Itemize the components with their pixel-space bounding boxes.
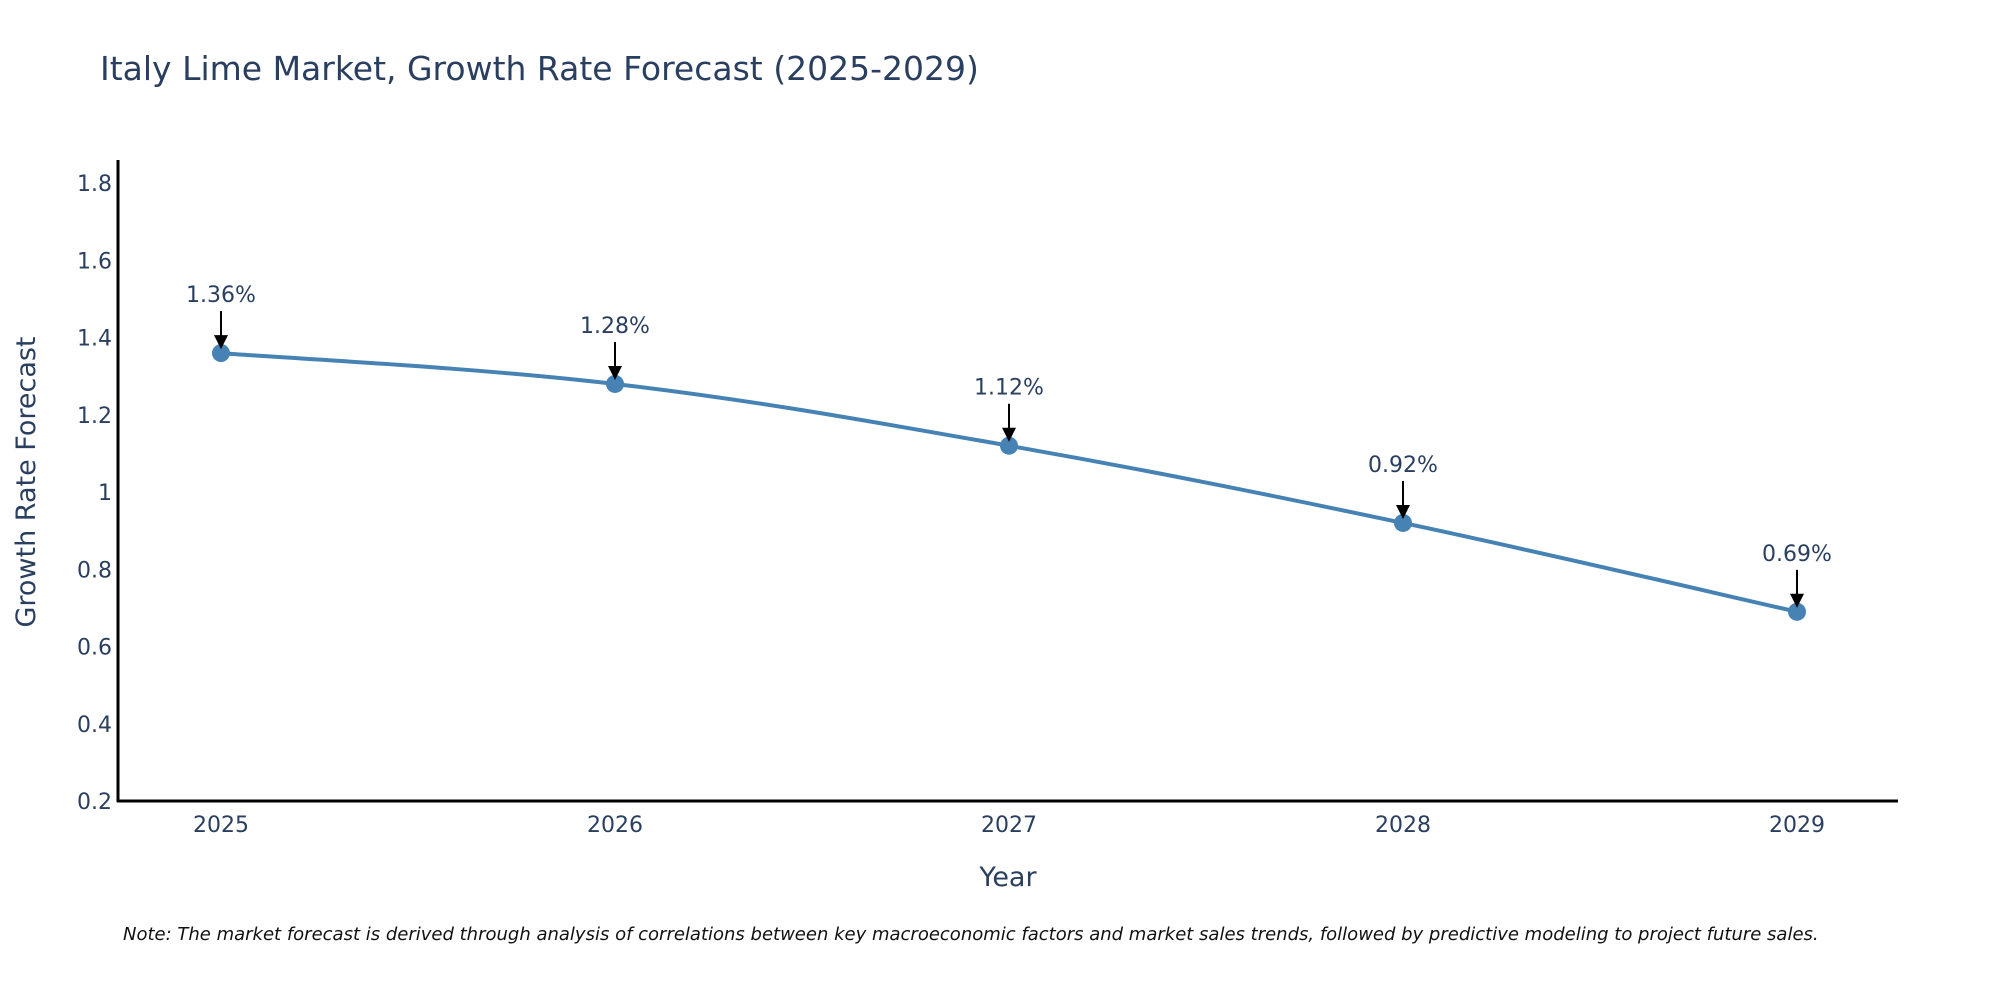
- y-tick-label: 0.2: [77, 790, 112, 815]
- annotation-arrow-head: [1790, 593, 1804, 608]
- x-tick-label: 2025: [193, 813, 249, 838]
- data-label: 1.36%: [186, 283, 256, 308]
- data-annotations: 1.36% 1.28% 1.12% 0.92% 0.69%: [186, 283, 1832, 608]
- data-point: [1788, 602, 1806, 621]
- data-label: 1.12%: [974, 376, 1044, 401]
- data-point: [606, 374, 624, 393]
- x-axis-title: Year: [978, 862, 1037, 893]
- x-tick-label: 2029: [1769, 813, 1825, 838]
- data-label: 1.28%: [580, 314, 650, 339]
- annotation-arrow-head: [214, 335, 228, 350]
- data-label: 0.92%: [1368, 453, 1438, 478]
- data-points: [212, 344, 1806, 621]
- y-tick-label: 1.4: [77, 327, 112, 352]
- data-point: [212, 344, 230, 363]
- y-tick-label: 0.8: [77, 558, 112, 583]
- data-point: [1394, 513, 1412, 532]
- chart-title: Italy Lime Market, Growth Rate Forecast …: [100, 49, 979, 88]
- annotation-arrow-head: [1396, 504, 1410, 519]
- y-tick-label: 1: [98, 481, 112, 506]
- x-tick-label: 2026: [587, 813, 643, 838]
- y-tick-label: 1.6: [77, 249, 112, 274]
- data-point: [1000, 436, 1018, 455]
- y-axis-ticks: 0.2 0.4 0.6 0.8 1 1.2 1.4 1.6 1.8: [77, 172, 112, 815]
- annotation-arrow-head: [1002, 427, 1016, 442]
- y-tick-label: 1.2: [77, 404, 112, 429]
- x-tick-label: 2028: [1375, 813, 1431, 838]
- data-label: 0.69%: [1762, 542, 1832, 567]
- x-tick-label: 2027: [981, 813, 1037, 838]
- y-tick-label: 0.4: [77, 713, 112, 738]
- y-axis-title: Growth Rate Forecast: [11, 336, 42, 627]
- footnote: Note: The market forecast is derived thr…: [123, 924, 1819, 945]
- x-axis-ticks: 2025 2026 2027 2028 2029: [193, 813, 1825, 838]
- y-tick-label: 1.8: [77, 172, 112, 197]
- y-tick-label: 0.6: [77, 636, 112, 661]
- annotation-arrow-head: [608, 365, 622, 380]
